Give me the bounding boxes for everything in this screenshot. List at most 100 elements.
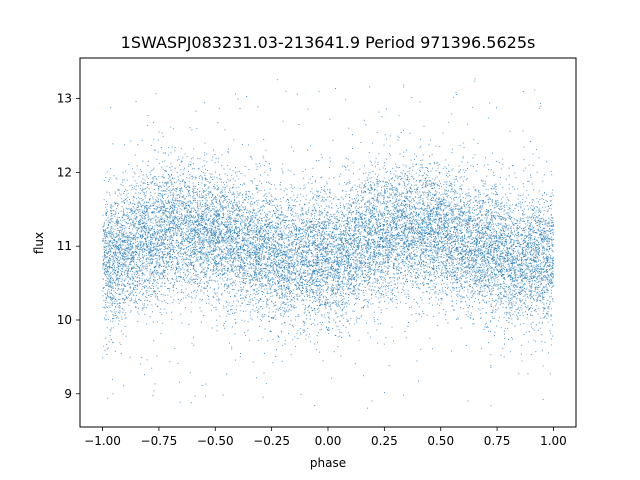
data-point [460, 286, 462, 288]
data-point [252, 255, 254, 256]
data-point [529, 226, 531, 228]
data-point [123, 202, 125, 203]
data-point [360, 307, 362, 309]
data-point [175, 242, 177, 244]
data-point [232, 238, 234, 240]
data-point [328, 332, 330, 334]
data-point [142, 293, 144, 295]
data-point [317, 294, 319, 296]
data-point [153, 167, 155, 169]
data-point [202, 216, 204, 218]
data-point [311, 220, 313, 222]
data-point [474, 255, 476, 257]
data-point [522, 280, 524, 282]
data-point [176, 218, 178, 220]
data-point [187, 215, 189, 217]
data-point [142, 248, 144, 250]
data-point [103, 251, 105, 253]
data-point [367, 332, 369, 334]
data-point [492, 263, 494, 264]
data-point [514, 230, 516, 232]
data-point [261, 250, 263, 252]
data-point [210, 181, 211, 183]
data-point [485, 247, 486, 249]
data-point [323, 224, 325, 226]
data-point [146, 260, 148, 262]
data-point [289, 274, 291, 276]
data-point [388, 179, 390, 181]
data-point [276, 234, 278, 236]
data-point [338, 233, 340, 235]
data-point [291, 231, 293, 233]
data-point [147, 246, 149, 248]
data-point [471, 250, 473, 252]
data-point [278, 245, 279, 247]
data-point [193, 197, 195, 199]
data-point [214, 248, 216, 250]
data-point [494, 217, 496, 219]
data-point [298, 245, 300, 247]
data-point [318, 292, 320, 294]
data-point [473, 244, 475, 245]
data-point [233, 193, 235, 195]
data-point [130, 222, 132, 224]
data-point [271, 236, 273, 238]
data-point [301, 249, 303, 251]
data-point [443, 240, 445, 242]
data-point [350, 243, 352, 245]
data-point [430, 248, 432, 250]
data-point [383, 207, 385, 209]
data-point [185, 245, 187, 247]
data-point [144, 221, 146, 223]
data-point [310, 235, 312, 237]
data-point [221, 191, 223, 193]
data-point [430, 258, 432, 260]
data-point [343, 225, 345, 227]
data-point [461, 214, 463, 216]
data-point [384, 286, 386, 288]
data-point [327, 254, 329, 255]
data-point [295, 205, 297, 207]
data-point [179, 164, 181, 166]
data-point [430, 229, 431, 231]
data-point [443, 214, 445, 216]
data-point [488, 228, 490, 230]
data-point [524, 294, 526, 296]
data-point [127, 254, 129, 256]
data-point [252, 225, 254, 227]
data-point [428, 302, 430, 304]
data-point [209, 243, 211, 244]
data-point [129, 219, 131, 221]
data-point [523, 271, 525, 273]
data-point [175, 275, 177, 277]
data-point [204, 172, 206, 174]
data-point [187, 245, 189, 247]
data-point [212, 296, 214, 298]
data-point [287, 292, 288, 294]
data-point [143, 202, 145, 204]
data-point [314, 259, 316, 261]
data-point [189, 281, 191, 283]
data-point [507, 268, 509, 270]
data-point [484, 183, 486, 185]
data-point [525, 331, 527, 333]
data-point [504, 231, 505, 232]
data-point [129, 236, 131, 238]
data-point [360, 246, 362, 248]
data-point [373, 239, 374, 241]
data-point [208, 210, 210, 212]
data-point [464, 218, 466, 220]
data-point [229, 224, 231, 226]
data-point [364, 191, 366, 193]
data-point [248, 231, 250, 233]
data-point [305, 334, 307, 336]
data-point [232, 235, 233, 237]
data-point [287, 235, 289, 237]
data-point [246, 254, 248, 256]
data-point [452, 269, 453, 271]
data-point [195, 215, 197, 217]
data-point [123, 231, 125, 233]
data-point [156, 221, 158, 223]
data-point [145, 285, 147, 287]
data-point [381, 189, 383, 191]
